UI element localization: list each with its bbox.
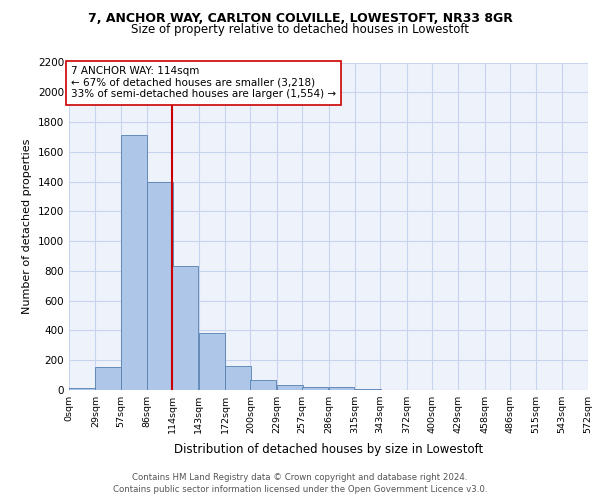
Bar bbox=[329, 387, 355, 390]
Text: Size of property relative to detached houses in Lowestoft: Size of property relative to detached ho… bbox=[131, 22, 469, 36]
Bar bbox=[302, 386, 328, 390]
Text: 7, ANCHOR WAY, CARLTON COLVILLE, LOWESTOFT, NR33 8GR: 7, ANCHOR WAY, CARLTON COLVILLE, LOWESTO… bbox=[88, 12, 512, 24]
Bar bbox=[225, 366, 251, 390]
Text: 7 ANCHOR WAY: 114sqm
← 67% of detached houses are smaller (3,218)
33% of semi-de: 7 ANCHOR WAY: 114sqm ← 67% of detached h… bbox=[71, 66, 336, 100]
Text: Distribution of detached houses by size in Lowestoft: Distribution of detached houses by size … bbox=[174, 442, 484, 456]
Y-axis label: Number of detached properties: Number of detached properties bbox=[22, 138, 32, 314]
Text: Contains public sector information licensed under the Open Government Licence v3: Contains public sector information licen… bbox=[113, 485, 487, 494]
Bar bbox=[172, 266, 198, 390]
Bar bbox=[250, 380, 277, 390]
Bar bbox=[69, 388, 95, 390]
Bar bbox=[121, 136, 146, 390]
Bar bbox=[277, 385, 302, 390]
Text: Contains HM Land Registry data © Crown copyright and database right 2024.: Contains HM Land Registry data © Crown c… bbox=[132, 472, 468, 482]
Bar bbox=[355, 388, 380, 390]
Bar bbox=[95, 367, 121, 390]
Bar bbox=[147, 182, 173, 390]
Bar bbox=[199, 332, 224, 390]
